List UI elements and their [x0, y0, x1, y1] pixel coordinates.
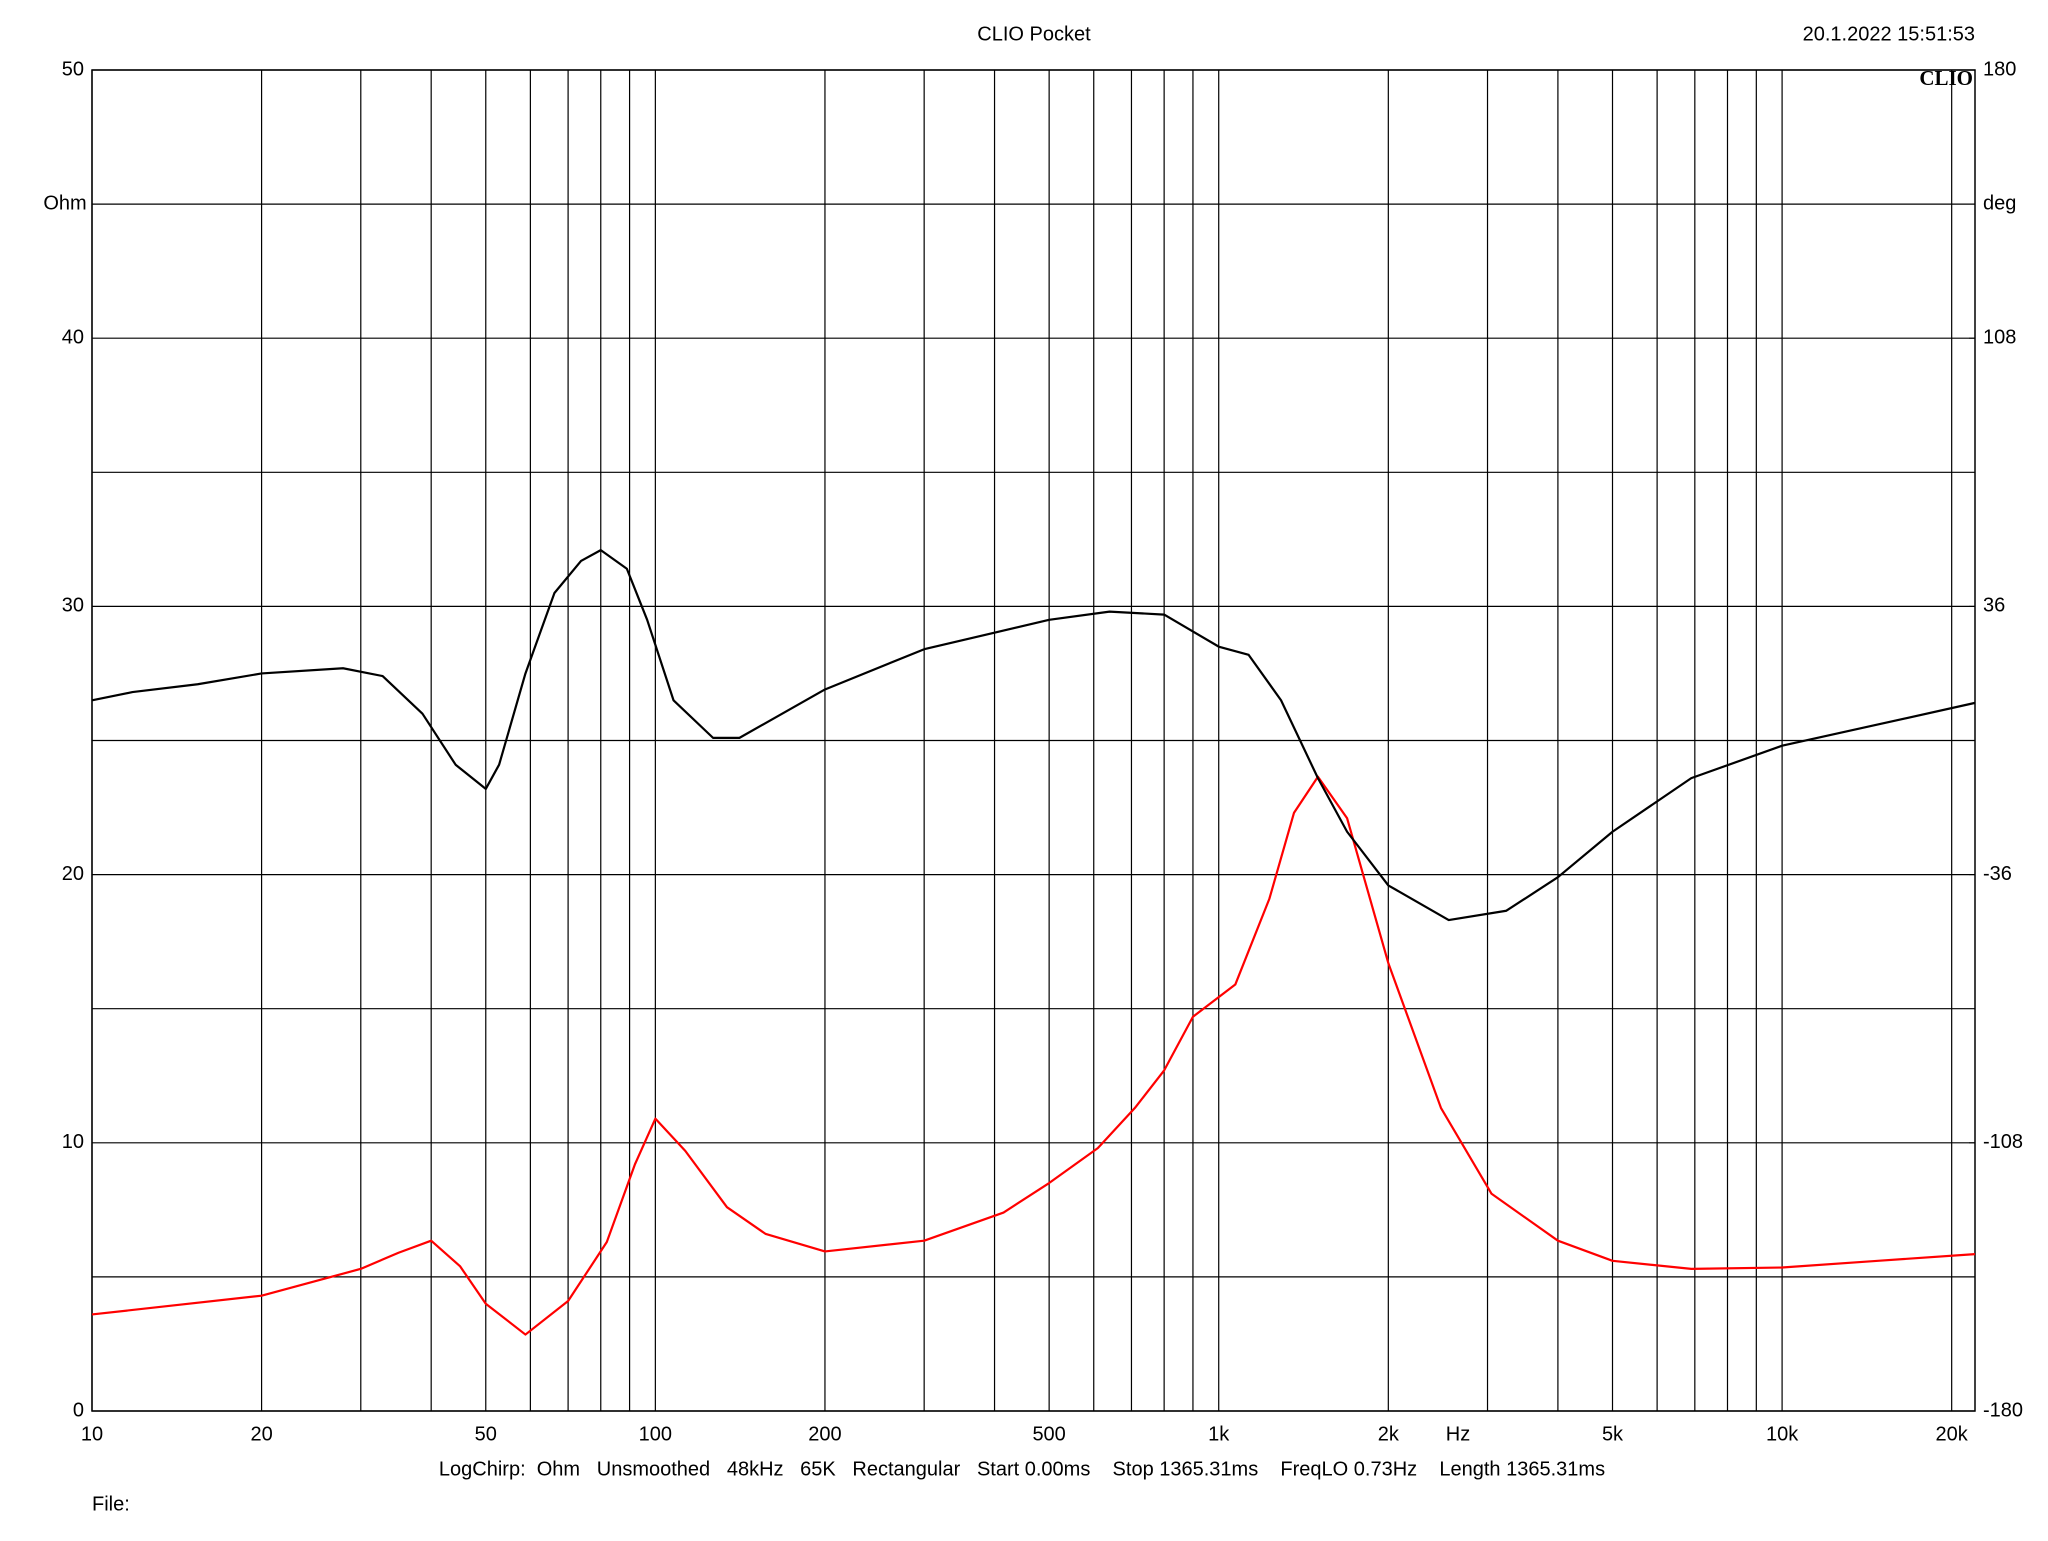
y2-tick-label: -108	[1983, 1131, 2023, 1153]
x-tick-label: 5k	[1602, 1423, 1624, 1445]
curve	[91, 549, 1976, 922]
x-tick-label: 10	[81, 1423, 103, 1445]
y-tick-label: 30	[62, 595, 84, 617]
y-tick-label: 50	[62, 58, 84, 80]
y-tick-label: 10	[62, 1131, 84, 1153]
file-label: File:	[92, 1493, 130, 1515]
x-tick-label: 200	[808, 1423, 841, 1445]
y2-tick-label: -180	[1983, 1399, 2023, 1421]
y-tick-label: 40	[62, 326, 84, 348]
y2-axis-label: deg	[1983, 192, 2016, 214]
plot-frame	[91, 69, 1976, 1412]
y-tick-label: 20	[62, 863, 84, 885]
y2-tick-label: 36	[1983, 595, 2005, 617]
footer: LogChirp: Ohm Unsmoothed 48kHz 65K Recta…	[439, 1458, 1605, 1480]
y2-tick-label: 180	[1983, 58, 2016, 80]
y-axis-label: Ohm	[43, 192, 86, 214]
x-tick-label: 50	[475, 1423, 497, 1445]
chart-title: CLIO Pocket	[977, 23, 1091, 45]
x-tick-label: 500	[1032, 1423, 1065, 1445]
x-tick-label: 20k	[1936, 1423, 1969, 1445]
x-tick-label: 2k	[1378, 1423, 1400, 1445]
x-tick-label: 10k	[1766, 1423, 1799, 1445]
y-tick-label: 0	[73, 1399, 84, 1421]
x-tick-label: 20	[250, 1423, 272, 1445]
x-tick-label: 100	[639, 1423, 672, 1445]
curve	[91, 775, 1976, 1336]
x-axis-label: Hz	[1446, 1423, 1470, 1445]
y2-tick-label: -36	[1983, 863, 2012, 885]
y2-tick-label: 108	[1983, 326, 2016, 348]
timestamp: 20.1.2022 15:51:53	[1803, 23, 1975, 45]
x-tick-label: 1k	[1208, 1423, 1230, 1445]
